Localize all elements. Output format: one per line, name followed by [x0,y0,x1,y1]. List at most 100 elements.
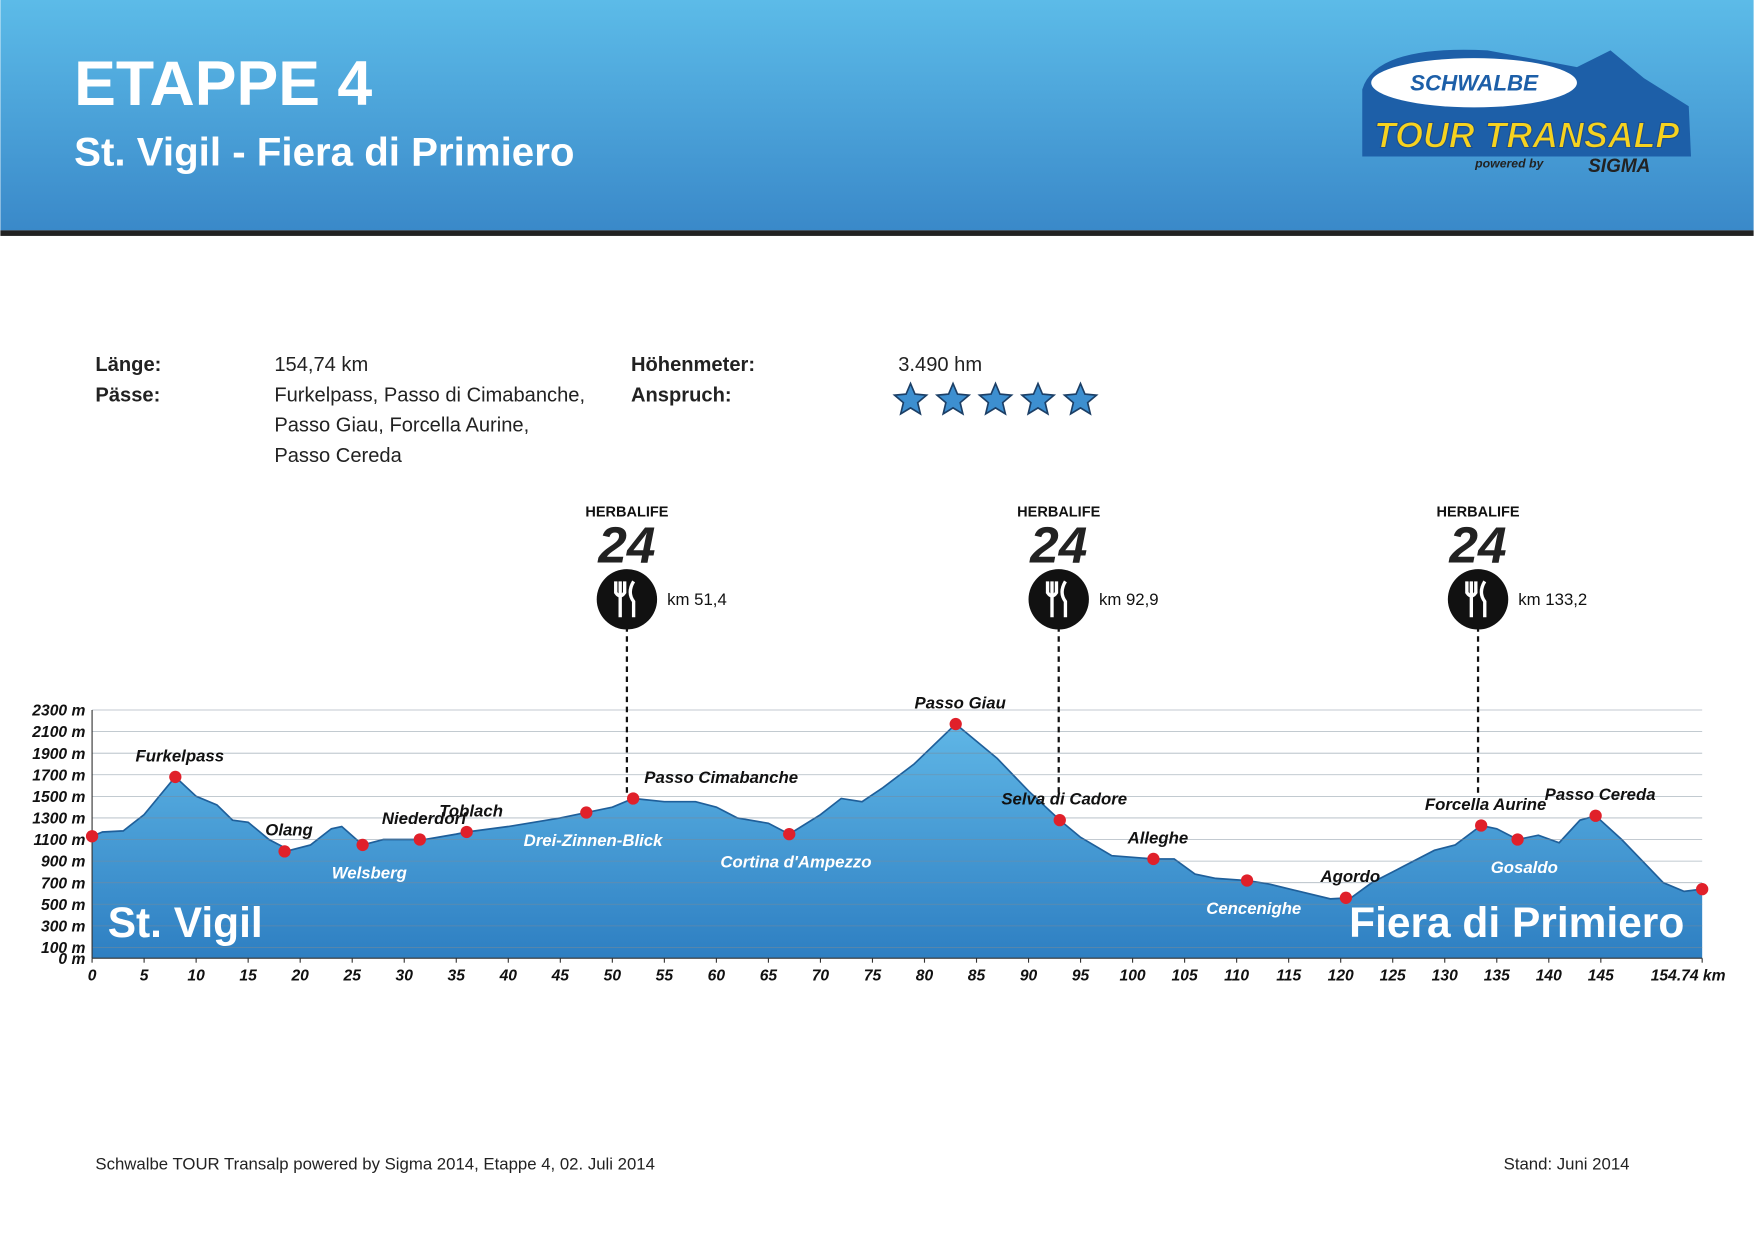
waypoint-label: Passo Giau [915,693,1006,712]
x-tick-label: 45 [551,968,570,985]
x-tick-label: 60 [708,968,726,985]
climb-label: Höhenmeter: [631,354,755,376]
subtitle: St. Vigil - Fiera di Primiero [74,129,574,174]
star [1062,381,1099,416]
feed-brand-number: 24 [597,515,655,573]
x-tick-label: 10 [187,968,205,985]
y-tick-label: 1500 m [32,789,85,806]
waypoint-label: Selva di Cadore [1001,789,1127,808]
waypoint [413,833,426,846]
x-tick-label: 110 [1224,968,1249,985]
waypoint [580,806,593,819]
x-tick-label: 15 [239,968,257,985]
logo-brand: SCHWALBE [1410,71,1539,96]
x-tick-label: 154.74 km [1651,968,1726,985]
star [892,381,929,416]
x-tick-label: 95 [1072,968,1090,985]
length: 154,74 km [274,354,368,376]
x-tick-label: 35 [448,968,466,985]
y-tick-label: 300 m [41,918,85,935]
star [934,381,972,416]
y-tick-label: 1700 m [32,767,85,784]
footer-left: Schwalbe TOUR Transalp powered by Sigma … [95,1155,655,1174]
x-tick-label: 145 [1588,968,1614,985]
waypoint [1475,819,1488,832]
x-tick-label: 125 [1380,968,1406,985]
waypoint-label: Alleghe [1127,828,1189,847]
waypoint [169,770,182,784]
passes-line: Passo Giau, Forcella Aurine, [274,415,529,437]
waypoint-label: Toblach [439,801,503,820]
feed-icon [596,569,658,630]
waypoint-label: Cencenighe [1206,899,1301,918]
waypoint [1696,883,1709,896]
waypoint-label: Forcella Aurine [1425,795,1546,814]
x-tick-label: 65 [760,968,778,985]
feed-label: km 133,2 [1518,590,1587,609]
y-tick-label: 700 m [41,875,85,892]
y-tick-label: 900 m [41,854,85,871]
x-tick-label: 55 [656,968,674,985]
header-rule [0,230,1754,236]
footer-right: Stand: Juni 2014 [1504,1155,1630,1174]
waypoint [278,845,291,858]
x-tick-label: 140 [1536,968,1562,985]
y-tick-label: 500 m [41,897,85,914]
feed-brand: HERBALIFE [1017,505,1100,521]
elevation-area [92,723,1703,959]
waypoint-label: Drei-Zinnen-Blick [524,831,664,850]
logo-oval [1371,58,1577,108]
climb: 3.490 hm [898,354,982,376]
waypoint [85,830,99,843]
passes-line: Passo Cereda [274,445,402,467]
waypoint-label: Niederdorf [382,809,468,828]
x-tick-label: 20 [290,968,309,985]
waypoint [949,717,962,731]
waypoint-label: Passo Cereda [1545,785,1656,804]
waypoint [356,838,369,852]
length-label: Länge: [95,354,161,376]
x-tick-label: 75 [864,968,882,985]
difficulty-label: Anspruch: [631,384,732,406]
y-tick-label: 2300 m [31,703,85,720]
logo-powered: powered by [1474,157,1544,171]
feed-brand: HERBALIFE [585,505,668,521]
waypoint [1589,809,1602,822]
cutlery [1045,580,1068,618]
x-tick-label: 80 [916,968,934,985]
logo-sponsor: SIGMA [1588,156,1650,177]
feed-label: km 92,9 [1099,590,1159,609]
y-tick-label: 1300 m [32,811,85,828]
difficulty-stars [892,381,1099,416]
feed-label: km 51,4 [667,590,727,609]
waypoint [1339,891,1353,904]
waypoint-label: Agordo [1320,867,1381,886]
x-tick-label: 85 [968,968,986,985]
feed-icon [1447,569,1509,630]
x-tick-label: 105 [1172,968,1198,985]
title: ETAPPE 4 [74,49,372,119]
star [1019,381,1057,416]
y-tick-label: 1100 m [33,832,85,849]
feed-brand-number: 24 [1029,515,1087,573]
star [977,381,1014,416]
x-tick-label: 90 [1020,968,1038,985]
waypoint [783,827,796,841]
waypoint [1240,874,1254,887]
x-tick-label: 25 [343,968,362,985]
waypoint-label: Gosaldo [1491,858,1558,877]
x-tick-label: 5 [140,968,149,985]
waypoint [1147,852,1160,866]
y-tick-label: 2100 m [31,724,85,741]
x-tick-label: 120 [1328,968,1354,985]
endpoint-label: St. Vigil [108,900,263,947]
x-tick-label: 100 [1120,968,1146,985]
waypoint [1511,833,1524,846]
endpoint-label: Fiera di Primiero [1349,900,1684,947]
cutlery [614,580,636,618]
feed-brand: HERBALIFE [1437,505,1520,521]
waypoint-label: Cortina d'Ampezzo [720,853,871,872]
